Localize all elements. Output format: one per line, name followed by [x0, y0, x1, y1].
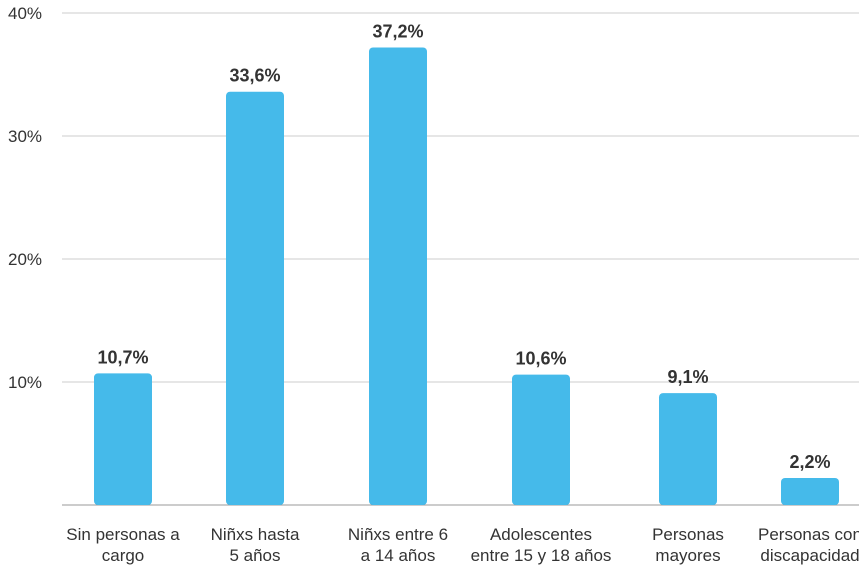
category-label-line: Niñxs entre 6 [348, 525, 448, 544]
y-tick-label: 20% [8, 250, 42, 269]
bar [369, 47, 427, 505]
data-label: 33,6% [229, 66, 280, 86]
category-label-line: Personas [652, 525, 724, 544]
data-label: 10,7% [97, 347, 148, 367]
category-label-line: cargo [102, 546, 145, 565]
gridlines [62, 12, 859, 383]
y-tick-label: 10% [8, 373, 42, 392]
data-label: 10,6% [515, 349, 566, 369]
category-label-line: mayores [655, 546, 720, 565]
bars [94, 47, 839, 505]
data-label: 9,1% [667, 367, 708, 387]
category-label-line: a 14 años [361, 546, 436, 565]
bar [226, 91, 284, 505]
category-label-line: Personas con [758, 525, 859, 544]
category-label-line: Niñxs hasta [211, 525, 300, 544]
data-label: 2,2% [789, 452, 830, 472]
y-tick-label: 40% [8, 4, 42, 23]
category-label: Sin personas a cargo [66, 525, 180, 565]
bar [512, 374, 570, 505]
category-label-line: Sin personas a [66, 525, 180, 544]
bar [781, 477, 839, 505]
category-label: Niñxs hasta 5 años [211, 525, 300, 565]
category-label: Adolescentes entre 15 y 18 años [471, 525, 612, 565]
bar [94, 373, 152, 505]
y-tick-label: 30% [8, 127, 42, 146]
category-label: Personas mayores [652, 525, 724, 565]
category-label-line: 5 años [229, 546, 280, 565]
data-labels: 10,7% 33,6% 37,2% 10,6% 9,1% 2,2% [97, 21, 830, 472]
category-label: Niñxs entre 6 a 14 años [348, 525, 448, 565]
bar [659, 393, 717, 505]
category-label: Personas con discapacidad [758, 525, 859, 565]
category-label-line: discapacidad [760, 546, 859, 565]
category-label-line: entre 15 y 18 años [471, 546, 612, 565]
y-axis-tick-labels: 10% 20% 30% 40% [8, 4, 42, 392]
category-label-line: Adolescentes [490, 525, 592, 544]
data-label: 37,2% [372, 21, 423, 41]
